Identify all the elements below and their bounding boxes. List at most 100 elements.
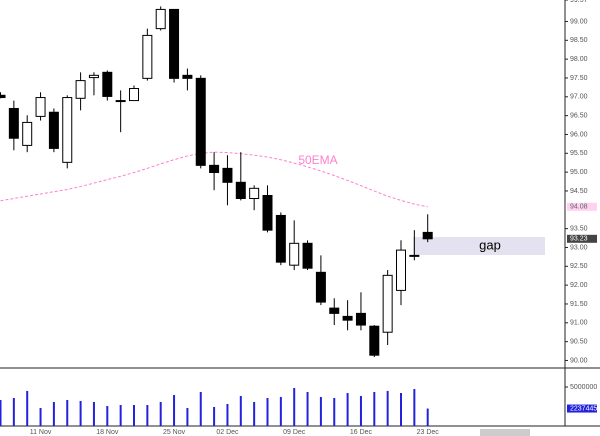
x-tick-label: 11 Nov bbox=[30, 429, 52, 436]
volume-bar bbox=[0, 400, 2, 426]
candle-body bbox=[262, 194, 273, 231]
volume-last-box bbox=[567, 404, 597, 413]
y-tick-label: 92.50 bbox=[570, 263, 588, 270]
ema-label: 50EMA bbox=[298, 153, 337, 167]
candle-body bbox=[209, 164, 220, 174]
volume-bar bbox=[66, 400, 69, 426]
gap-annotation: gap bbox=[479, 237, 501, 252]
candle-body bbox=[88, 74, 99, 79]
close-last-label-box bbox=[567, 234, 597, 243]
volume-bar bbox=[279, 396, 282, 426]
volume-bar bbox=[373, 391, 376, 426]
ema-last-label: 94.08 bbox=[570, 204, 588, 211]
volume-bar bbox=[253, 401, 256, 426]
x-tick-label: 25 Nov bbox=[163, 429, 186, 436]
candle-body bbox=[342, 315, 353, 321]
y-tick-label: 96.50 bbox=[570, 112, 588, 119]
y-tick-label: 95.00 bbox=[570, 169, 588, 176]
volume-bar bbox=[239, 395, 242, 426]
volume-bar bbox=[199, 391, 202, 426]
candle-body bbox=[355, 312, 366, 326]
candle-body bbox=[169, 8, 180, 79]
x-tick-label: 23 Dec bbox=[417, 429, 440, 436]
volume-bar bbox=[413, 389, 416, 426]
y-tick-label: 95.50 bbox=[570, 150, 588, 157]
volume-bar bbox=[319, 396, 322, 426]
volume-last-label: 2237445 bbox=[570, 405, 597, 412]
volume-bar bbox=[52, 401, 55, 426]
candle-body bbox=[35, 97, 46, 117]
candle-body bbox=[275, 214, 286, 263]
x-tick-label: 16 Dec bbox=[350, 429, 373, 436]
volume-bar bbox=[386, 390, 389, 426]
candle-body bbox=[315, 271, 326, 303]
volume-bar bbox=[146, 405, 149, 426]
y-tick-label: 99.00 bbox=[570, 18, 588, 25]
y-tick-label: 99.57 bbox=[570, 0, 588, 4]
y-tick-label: 94.50 bbox=[570, 188, 588, 195]
candle-body bbox=[369, 325, 380, 356]
y-tick-label: 97.00 bbox=[570, 94, 588, 101]
y-tick-label: 98.00 bbox=[570, 56, 588, 63]
candle-body bbox=[0, 94, 6, 99]
candle-body bbox=[142, 34, 153, 79]
candle-body bbox=[115, 100, 126, 103]
volume-bar bbox=[346, 393, 349, 426]
candle-body bbox=[48, 111, 59, 149]
candle-body bbox=[102, 71, 113, 97]
volume-bar bbox=[39, 407, 42, 426]
candle-body bbox=[382, 274, 393, 333]
close-last-label: 93.23 bbox=[570, 236, 588, 243]
candle-body bbox=[289, 242, 300, 266]
candle-body bbox=[182, 74, 193, 79]
volume-tick-label: 5000000 bbox=[570, 384, 597, 391]
volume-bar bbox=[213, 406, 216, 426]
y-tick-label: 96.00 bbox=[570, 131, 588, 138]
volume-bar bbox=[266, 398, 269, 426]
ema-last-label-box bbox=[567, 202, 597, 211]
volume-bar bbox=[92, 401, 95, 426]
volume-bar bbox=[400, 393, 402, 426]
candle-body bbox=[249, 187, 260, 200]
ema-line bbox=[0, 151, 428, 208]
volume-bar bbox=[133, 405, 135, 426]
volume-bar bbox=[226, 404, 229, 426]
x-tick-label: 02 Dec bbox=[216, 429, 239, 436]
volume-bar bbox=[79, 400, 82, 426]
candle-body bbox=[75, 80, 86, 99]
candle-body bbox=[155, 8, 166, 30]
volume-bar bbox=[119, 405, 122, 426]
candle-body bbox=[396, 249, 406, 291]
volume-bar bbox=[426, 408, 429, 426]
date-box bbox=[480, 429, 530, 436]
volume-bar bbox=[159, 401, 162, 426]
y-tick-label: 91.50 bbox=[570, 301, 588, 308]
candle-body bbox=[62, 97, 73, 163]
candle-body bbox=[422, 231, 433, 240]
candle-body bbox=[235, 181, 246, 200]
candle-body bbox=[195, 77, 206, 166]
y-tick-label: 93.00 bbox=[570, 244, 588, 251]
volume-bar bbox=[306, 391, 309, 426]
y-tick-label: 93.50 bbox=[570, 225, 588, 232]
y-tick-label: 91.00 bbox=[570, 320, 588, 327]
x-tick-label: 09 Dec bbox=[283, 429, 306, 436]
volume-bar bbox=[333, 398, 336, 426]
gap-box bbox=[413, 237, 545, 255]
candle-body bbox=[129, 88, 139, 102]
volume-bar bbox=[106, 406, 109, 426]
volume-bar bbox=[173, 395, 176, 426]
volume-bar bbox=[293, 388, 296, 426]
candle-body bbox=[302, 242, 313, 269]
volume-bar bbox=[186, 407, 189, 426]
y-tick-label: 90.50 bbox=[570, 338, 588, 345]
x-tick-label: 18 Nov bbox=[96, 429, 119, 436]
candle-body bbox=[409, 254, 420, 257]
y-tick-label: 90.00 bbox=[570, 357, 588, 364]
y-tick-label: 98.50 bbox=[570, 37, 588, 44]
y-tick-label: 92.00 bbox=[570, 282, 588, 289]
y-tick-label: 97.50 bbox=[570, 75, 588, 82]
candle-body bbox=[329, 307, 340, 314]
candle-body bbox=[22, 121, 33, 146]
